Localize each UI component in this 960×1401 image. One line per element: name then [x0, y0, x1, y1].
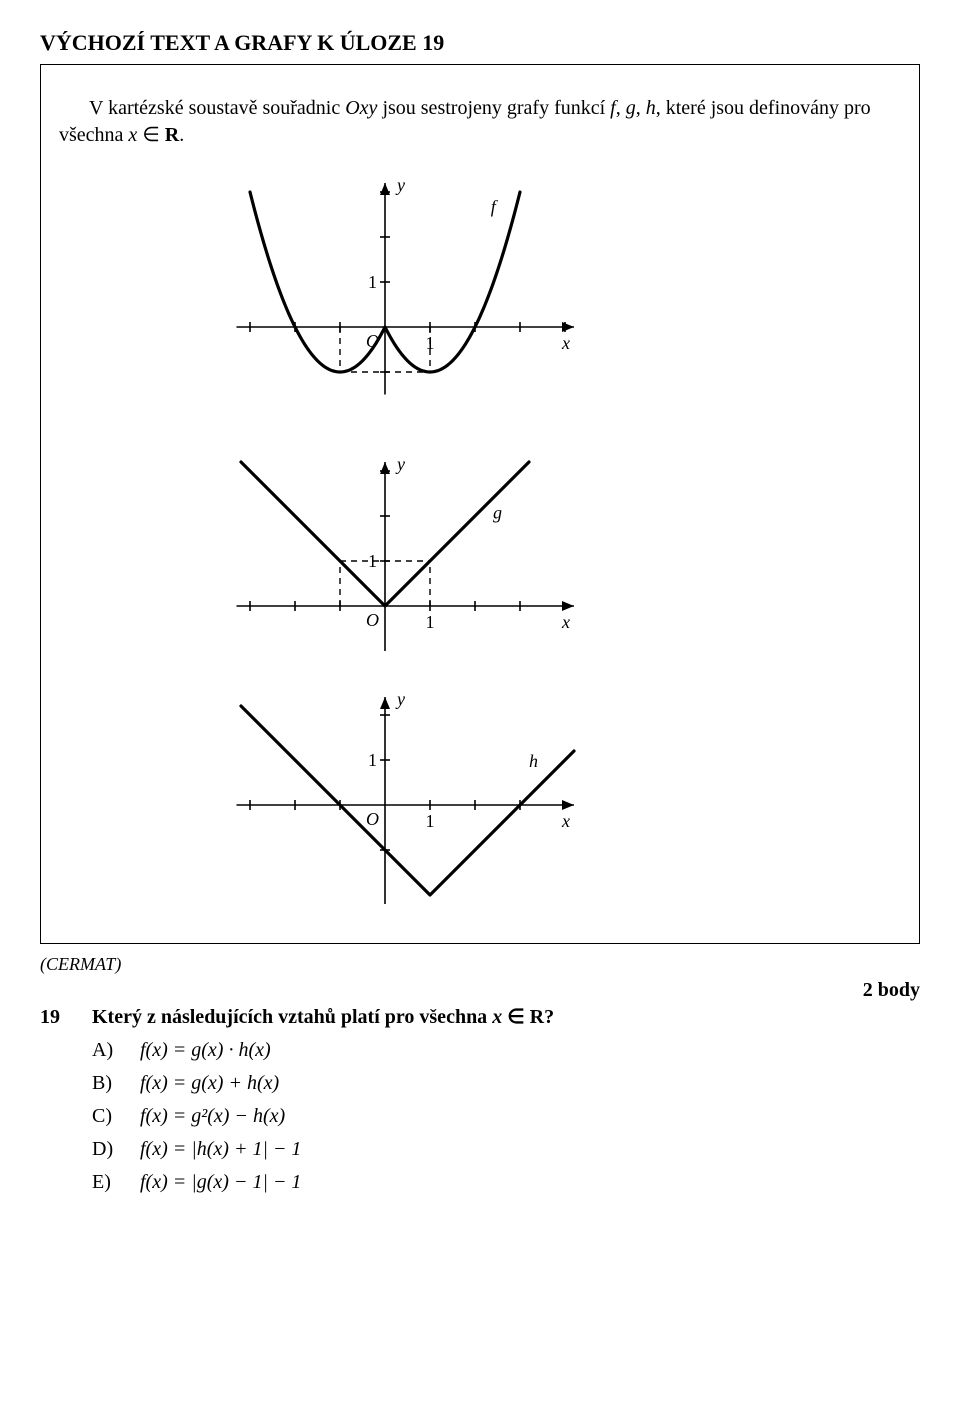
intro-c2: , — [636, 97, 646, 119]
answer-A: A) f(x) = g(x) · h(x) — [92, 1039, 920, 1062]
answer-letter: E) — [92, 1171, 120, 1194]
q-pre: Který z následujících vztahů platí pro v… — [92, 1006, 492, 1028]
svg-text:O: O — [366, 610, 379, 630]
q-R: R — [530, 1006, 544, 1028]
intro-mid1: jsou sestrojeny grafy funkcí — [377, 97, 610, 119]
question-text: Který z následujících vztahů platí pro v… — [92, 1004, 554, 1029]
ans-lhs: f(x) = — [140, 1072, 191, 1094]
svg-text:1: 1 — [368, 551, 377, 571]
answer-letter: C) — [92, 1105, 120, 1128]
ans-rhs: g(x) + h(x) — [191, 1072, 279, 1094]
answer-expr: f(x) = g(x) · h(x) — [140, 1039, 271, 1062]
sym-R: R — [165, 124, 179, 146]
chart-g: y x O 1 1 g — [215, 421, 595, 671]
svg-text:1: 1 — [426, 333, 435, 353]
chart-f: y x O 1 1 f — [215, 157, 595, 417]
svg-text:g: g — [493, 502, 502, 522]
ans-rhs: g²(x) − h(x) — [191, 1105, 285, 1127]
answer-C: C) f(x) = g²(x) − h(x) — [92, 1105, 920, 1128]
charts-column: y x O 1 1 f y x O 1 1 g y x O 1 1 h — [0, 157, 901, 933]
question-number: 19 — [40, 1006, 72, 1029]
points-label: 2 body — [40, 979, 920, 1002]
sym-g: g — [626, 97, 636, 119]
answer-letter: D) — [92, 1138, 120, 1161]
svg-text:1: 1 — [368, 750, 377, 770]
ans-lhs: f(x) = — [140, 1138, 191, 1160]
ans-rhs: |g(x) − 1| − 1 — [191, 1171, 301, 1193]
answer-E: E) f(x) = |g(x) − 1| − 1 — [92, 1171, 920, 1194]
ans-lhs: f(x) = — [140, 1171, 191, 1193]
intro-pre: V kartézské soustavě souřadnic — [89, 97, 345, 119]
answer-D: D) f(x) = |h(x) + 1| − 1 — [92, 1138, 920, 1161]
svg-text:1: 1 — [426, 811, 435, 831]
svg-text:y: y — [395, 454, 405, 474]
svg-text:x: x — [561, 612, 570, 632]
svg-text:O: O — [366, 809, 379, 829]
answer-expr: f(x) = g²(x) − h(x) — [140, 1105, 285, 1128]
sym-x: x — [128, 124, 137, 146]
chart-h: y x O 1 1 h — [215, 675, 595, 925]
intro-paragraph: V kartézské soustavě souřadnic Oxy jsou … — [59, 95, 901, 149]
svg-text:f: f — [491, 196, 499, 216]
svg-text:y: y — [395, 175, 405, 195]
answer-B: B) f(x) = g(x) + h(x) — [92, 1072, 920, 1095]
svg-text:y: y — [395, 689, 405, 709]
sym-Oxy: Oxy — [345, 97, 377, 119]
q-in: ∈ — [502, 1006, 529, 1028]
intro-in: ∈ — [137, 124, 164, 146]
ans-lhs: f(x) = — [140, 1105, 191, 1127]
q-x: x — [492, 1006, 502, 1028]
svg-text:1: 1 — [426, 612, 435, 632]
svg-text:h: h — [529, 751, 538, 771]
framed-box: V kartézské soustavě souřadnic Oxy jsou … — [40, 64, 920, 944]
ans-lhs: f(x) = — [140, 1039, 191, 1061]
question-row: 19 Který z následujících vztahů platí pr… — [40, 1004, 920, 1029]
svg-text:1: 1 — [368, 272, 377, 292]
svg-text:O: O — [366, 331, 379, 351]
answer-letter: A) — [92, 1039, 120, 1062]
svg-text:x: x — [561, 333, 570, 353]
answers-block: A) f(x) = g(x) · h(x) B) f(x) = g(x) + h… — [92, 1039, 920, 1194]
answer-expr: f(x) = g(x) + h(x) — [140, 1072, 279, 1095]
intro-tail: . — [179, 124, 184, 146]
sym-h: h — [646, 97, 656, 119]
ans-rhs: |h(x) + 1| − 1 — [191, 1138, 301, 1160]
q-qmark: ? — [544, 1006, 554, 1028]
intro-c1: , — [616, 97, 626, 119]
ans-rhs: g(x) · h(x) — [191, 1039, 270, 1061]
answer-expr: f(x) = |g(x) − 1| − 1 — [140, 1171, 301, 1194]
answer-expr: f(x) = |h(x) + 1| − 1 — [140, 1138, 301, 1161]
source-label: (CERMAT) — [40, 954, 920, 975]
answer-letter: B) — [92, 1072, 120, 1095]
section-heading: VÝCHOZÍ TEXT A GRAFY K ÚLOZE 19 — [40, 30, 920, 56]
svg-text:x: x — [561, 811, 570, 831]
